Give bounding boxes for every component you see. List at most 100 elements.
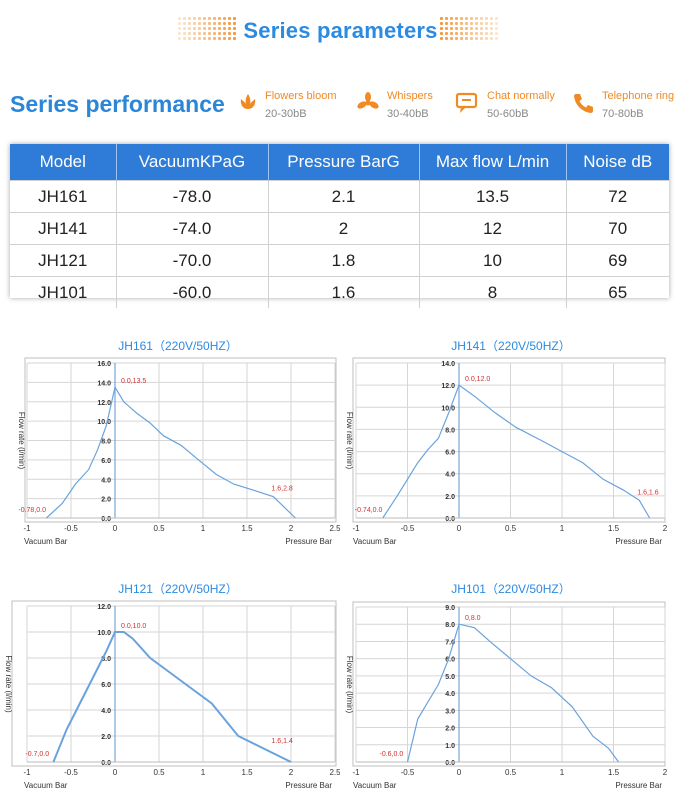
plot-frame	[352, 357, 666, 523]
chart-jh161: JH161（220V/50HZ） 0.0 2.0 4.0 6.0 8.0 10.0 12.0 1…	[17, 339, 340, 546]
x-tick-label: 0	[457, 768, 462, 777]
y-tick-label: 14.0	[97, 380, 111, 387]
flow-curve	[45, 385, 296, 519]
chart-jh141: JH141（220V/50HZ） 0.0 2.0 4.0 6.0 8.0 10.0 12.0 1…	[345, 339, 668, 546]
y-tick-label: 6.0	[445, 450, 455, 457]
table-cell: 8	[419, 276, 567, 308]
table-cell: JH101	[10, 276, 117, 308]
table-cell: 69	[566, 244, 669, 277]
flow-curve	[52, 631, 292, 763]
x-tick-label: 2	[663, 524, 668, 533]
x-tick-label: 1	[560, 768, 565, 777]
y-tick-label: 3.0	[445, 708, 455, 715]
table-cell: 1.6	[268, 276, 420, 308]
y-tick-label: 2.0	[445, 726, 455, 733]
x-tick-label: 2.5	[329, 768, 340, 777]
column-header: Noise dB	[566, 144, 669, 181]
x-axis-label-left: Vacuum Bar	[353, 537, 397, 546]
table-cell: 10	[419, 244, 567, 277]
table-cell: JH141	[10, 212, 117, 245]
x-tick-label: -1	[352, 768, 360, 777]
y-axis-label: Flow rate (l/min)	[4, 655, 13, 713]
y-tick-label: 6.0	[445, 657, 455, 664]
flow-curve	[382, 384, 651, 519]
data-annotation: 0.0,13.5	[121, 378, 146, 385]
y-tick-label: 5.0	[445, 674, 455, 681]
y-tick-label: 10.0	[97, 419, 111, 426]
x-tick-label: 1.5	[241, 768, 253, 777]
x-axis-label-left: Vacuum Bar	[353, 781, 397, 790]
table-cell: 72	[566, 180, 669, 213]
x-axis-label-left: Vacuum Bar	[24, 537, 68, 546]
y-tick-label: 1.0	[445, 743, 455, 750]
table-cell: 2.1	[268, 180, 420, 213]
table-cell: 65	[566, 276, 669, 308]
x-tick-label: 0.5	[505, 524, 517, 533]
column-header: Pressure BarG	[268, 144, 420, 181]
table-cell: 2	[268, 212, 420, 245]
y-tick-label: 2.0	[445, 494, 455, 501]
y-tick-label: 4.0	[101, 477, 111, 484]
y-tick-label: 4.0	[101, 708, 111, 715]
table-cell: -60.0	[116, 276, 269, 308]
table-cell: -78.0	[116, 180, 269, 213]
x-tick-label: 0	[113, 768, 118, 777]
x-tick-label: 0.5	[153, 768, 165, 777]
y-tick-label: 8.0	[445, 622, 455, 629]
x-tick-label: 0	[457, 524, 462, 533]
legend-label: Chat normally	[487, 90, 555, 102]
whisper-icon	[357, 92, 379, 109]
chart-title: JH141（220V/50HZ）	[451, 339, 570, 353]
spec-table-container: Model VacuumKPaG Pressure BarG Max flow …	[10, 144, 669, 308]
table-row: JH161 -78.0 2.1 13.5 72	[10, 180, 669, 213]
x-tick-label: 2.5	[329, 524, 340, 533]
x-tick-label: -0.5	[64, 524, 78, 533]
y-tick-label: 8.0	[101, 656, 111, 663]
x-tick-label: -0.5	[64, 768, 78, 777]
telephone-icon	[574, 94, 593, 113]
x-tick-label: 1	[560, 524, 565, 533]
data-annotation: -0.7,0.0	[25, 751, 49, 758]
table-row: JH101 -60.0 1.6 8 65	[10, 276, 669, 308]
legend-range: 70-80bB	[602, 108, 644, 120]
data-annotation: 1.6,2.8	[271, 486, 293, 493]
table-cell: 13.5	[419, 180, 567, 213]
y-tick-label: 10.0	[97, 630, 111, 637]
data-annotation: 1.6,1.4	[271, 738, 293, 745]
plot-frame	[352, 601, 666, 767]
y-tick-label: 4.0	[445, 472, 455, 479]
x-axis-label-right: Pressure Bar	[285, 781, 332, 790]
data-annotation: -0.74,0.0	[355, 507, 383, 514]
page-title: Series parameters	[243, 18, 438, 43]
data-annotation: -0.6,0.0	[380, 751, 404, 758]
spec-table: Model VacuumKPaG Pressure BarG Max flow …	[10, 144, 669, 308]
table-cell: JH121	[10, 244, 117, 277]
chart-title: JH121（220V/50HZ）	[118, 582, 237, 596]
y-tick-label: 0.0	[101, 516, 111, 523]
chart-title: JH161（220V/50HZ）	[118, 339, 237, 353]
y-tick-label: 8.0	[445, 427, 455, 434]
data-annotation: -0.78,0.0	[18, 507, 46, 514]
table-cell: 12	[419, 212, 567, 245]
x-axis-label-left: Vacuum Bar	[24, 781, 68, 790]
legend-label: Whispers	[387, 90, 433, 102]
data-annotation: 0.0,10.0	[121, 623, 146, 630]
data-annotation: 0.0,12.0	[465, 376, 490, 383]
y-tick-label: 4.0	[445, 691, 455, 698]
table-cell: -70.0	[116, 244, 269, 277]
x-tick-label: 0.5	[505, 768, 517, 777]
dots-decoration-left	[178, 17, 240, 43]
x-tick-label: 2	[289, 768, 294, 777]
x-tick-label: -1	[23, 524, 31, 533]
x-axis-label-right: Pressure Bar	[615, 537, 662, 546]
x-tick-label: 1	[201, 768, 206, 777]
x-tick-label: 1.5	[608, 768, 620, 777]
y-axis-label: Flow rate (l/min)	[345, 656, 354, 714]
data-annotation: 0,8.0	[465, 615, 481, 622]
y-tick-label: 6.0	[101, 458, 111, 465]
y-tick-label: 7.0	[445, 639, 455, 646]
y-tick-label: 2.0	[101, 497, 111, 504]
legend-label: Telephone ring	[602, 90, 675, 102]
x-tick-label: -0.5	[401, 768, 415, 777]
y-tick-label: 12.0	[97, 400, 111, 407]
